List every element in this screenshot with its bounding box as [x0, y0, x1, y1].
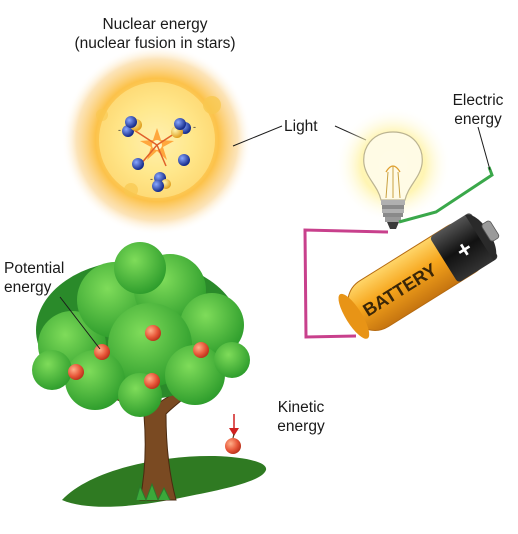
kinetic-energy-line2: energy: [277, 418, 325, 435]
falling-apple-icon: [225, 414, 241, 454]
tree-canopy: [32, 242, 250, 417]
positive-wire: [398, 166, 494, 224]
svg-text:-: -: [118, 125, 121, 135]
kinetic-energy-label: Kinetic energy: [270, 398, 332, 436]
potential-energy-line1: Potential: [4, 260, 65, 277]
apple-tree-icon: [32, 242, 267, 507]
kinetic-energy-line1: Kinetic: [277, 399, 325, 416]
light-to-sun-leader: [232, 125, 283, 147]
potential-energy-label: Potential energy: [4, 259, 84, 297]
potential-energy-leader: [59, 296, 101, 350]
svg-text:-: -: [193, 122, 196, 132]
light-bulb-icon: [335, 107, 451, 229]
potential-energy-line2: energy: [4, 279, 52, 296]
sun-illustration: - - -: [62, 45, 252, 235]
nuclear-energy-subtitle: (nuclear fusion in stars): [74, 35, 236, 52]
svg-text:-: -: [150, 174, 153, 184]
nuclear-energy-label: Nuclear energy (nuclear fusion in stars): [40, 15, 270, 53]
battery-icon: BATTERY +: [338, 213, 500, 339]
light-label-text: Light: [284, 118, 318, 135]
fusion-burst-icon: [133, 128, 181, 167]
electric-energy-line2: energy: [454, 111, 502, 128]
nuclear-energy-title: Nuclear energy: [102, 16, 208, 33]
nucleus-particles-icon: - - -: [118, 116, 196, 192]
electric-energy-leader: [477, 126, 491, 171]
electric-energy-line1: Electric: [452, 92, 504, 109]
apples-on-tree: [68, 325, 209, 389]
electric-energy-label: Electric energy: [440, 91, 516, 129]
negative-wire: [303, 228, 389, 339]
light-label: Light: [284, 117, 334, 136]
